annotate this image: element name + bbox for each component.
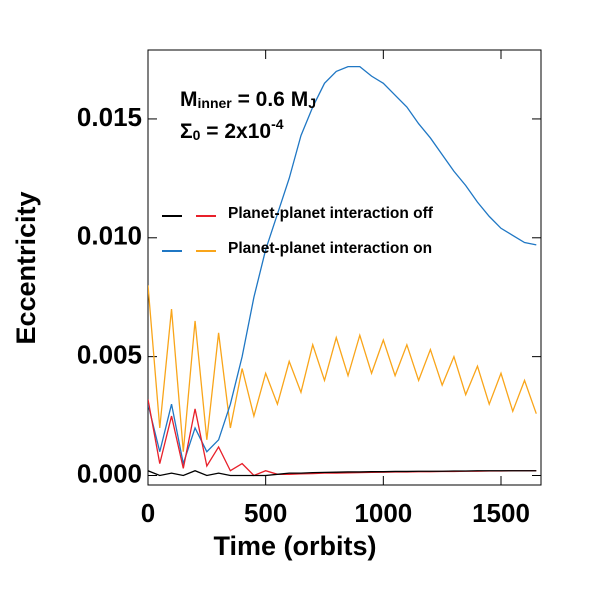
legend-label: Planet-planet interaction off xyxy=(228,205,434,222)
x-tick-label: 500 xyxy=(244,498,287,528)
annotation-part: Σ xyxy=(180,120,193,143)
y-tick-label: 0.000 xyxy=(77,458,142,488)
plot-frame xyxy=(147,49,542,486)
y-axis-title: Eccentricity xyxy=(11,191,41,344)
series-line xyxy=(148,65,537,467)
annotation: Minner = 0.6 MJ xyxy=(180,88,316,111)
series-line xyxy=(148,285,537,452)
y-tick-label: 0.005 xyxy=(77,340,142,370)
series-line xyxy=(148,470,537,477)
annotation-part: J xyxy=(308,95,316,111)
x-tick-label: 0 xyxy=(141,498,155,528)
annotation-part: = 2x10 xyxy=(200,120,271,143)
y-tick-label: 0.010 xyxy=(77,221,142,251)
annotation: Σ0 = 2x10-4 xyxy=(180,116,284,142)
annotation-part: = 0.6 M xyxy=(232,88,308,111)
annotation-part: inner xyxy=(198,95,233,111)
x-axis-title: Time (orbits) xyxy=(213,531,376,561)
x-tick-label: 1500 xyxy=(472,498,530,528)
annotation-part: 0 xyxy=(193,127,201,143)
annotation-part: M xyxy=(180,88,198,111)
y-tick-label: 0.015 xyxy=(77,102,142,132)
legend-label: Planet-planet interaction on xyxy=(228,240,432,257)
x-tick-label: 1000 xyxy=(354,498,412,528)
annotation-part: -4 xyxy=(271,116,284,132)
